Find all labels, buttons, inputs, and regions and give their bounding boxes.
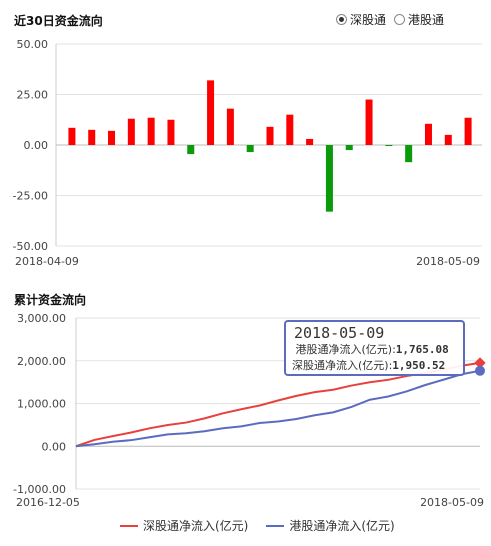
legend-shen-label: 深股通净流入(亿元) bbox=[143, 519, 249, 533]
tooltip-gang-line: 港股通净流入(亿元):1,765.08 bbox=[292, 342, 457, 358]
radio-shen-label: 深股通 bbox=[350, 13, 387, 27]
recent-flow-bar-chart: 50.00 25.00 0.00 -25.00 -50.00 2018-04-09 20… bbox=[13, 38, 482, 268]
bar bbox=[306, 138, 314, 145]
bar bbox=[424, 123, 432, 145]
chart-title-cumulative: 累计资金流向 bbox=[14, 293, 87, 307]
tooltip-gang-label: 港股通净流入(亿元): bbox=[295, 343, 396, 356]
chart-title-recent: 近30日资金流向 bbox=[14, 14, 103, 28]
y-tick-label: 50.00 bbox=[17, 38, 49, 51]
y-tick-label: -50.00 bbox=[13, 240, 48, 253]
bar bbox=[246, 145, 254, 153]
radio-gang-indicator[interactable] bbox=[394, 14, 406, 25]
bar bbox=[68, 127, 76, 145]
bar bbox=[88, 129, 96, 145]
tooltip-shen-label: 深股通净流入(亿元): bbox=[292, 359, 393, 372]
tooltip-date: 2018-05-09 bbox=[294, 324, 385, 342]
x-end-label: 2018-05-09 bbox=[420, 496, 484, 509]
y-tick-label: 3,000.00 bbox=[17, 312, 66, 325]
bar bbox=[207, 80, 215, 145]
bar bbox=[127, 118, 135, 145]
bar bbox=[108, 130, 116, 145]
bar bbox=[226, 108, 234, 145]
series-line bbox=[75, 369, 481, 448]
y-tick-label: 25.00 bbox=[17, 89, 49, 102]
radio-gang-label: 港股通 bbox=[408, 13, 445, 27]
series-end-marker bbox=[475, 365, 485, 376]
legend-gang-swatch bbox=[266, 524, 285, 527]
bar bbox=[464, 117, 472, 145]
y-tick-label: 2,000.00 bbox=[17, 355, 66, 368]
legend-shen-swatch bbox=[120, 524, 138, 527]
bar bbox=[286, 114, 294, 145]
y-tick-label: 0.00 bbox=[24, 139, 49, 152]
line-legend: 深股通净流入(亿元) 港股通净流入(亿元) bbox=[120, 517, 395, 534]
bar bbox=[325, 145, 333, 212]
bar bbox=[444, 134, 452, 145]
x-end-label: 2018-05-09 bbox=[416, 255, 480, 268]
market-radio-group: 深股通 港股通 bbox=[336, 11, 448, 28]
radio-shen[interactable]: 深股通 bbox=[336, 11, 386, 28]
hover-tooltip: 2018-05-09 港股通净流入(亿元):1,765.08 深股通净流入(亿元… bbox=[284, 320, 465, 376]
bar bbox=[345, 145, 353, 151]
bar bbox=[266, 126, 274, 145]
tooltip-gang-value: 1,765.08 bbox=[395, 343, 449, 356]
legend-gang[interactable]: 港股通净流入(亿元) bbox=[266, 517, 395, 534]
y-tick-label: -25.00 bbox=[13, 190, 48, 203]
legend-shen[interactable]: 深股通净流入(亿元) bbox=[120, 517, 248, 534]
bar bbox=[405, 145, 413, 163]
y-tick-label: 0.00 bbox=[42, 440, 67, 453]
radio-shen-indicator[interactable] bbox=[336, 14, 347, 25]
legend-gang-label: 港股通净流入(亿元) bbox=[289, 519, 395, 533]
tooltip-shen-value: 1,950.52 bbox=[392, 359, 446, 372]
bar bbox=[365, 99, 373, 145]
y-tick-label: 1,000.00 bbox=[17, 398, 66, 411]
x-start-label: 2016-12-05 bbox=[16, 496, 80, 509]
tooltip-shen-line: 深股通净流入(亿元):1,950.52 bbox=[292, 358, 457, 374]
y-tick-label: -1,000.00 bbox=[13, 483, 66, 496]
bar bbox=[187, 145, 195, 155]
bar bbox=[167, 119, 175, 145]
radio-gang[interactable]: 港股通 bbox=[394, 11, 444, 28]
bar bbox=[385, 145, 393, 147]
x-start-label: 2018-04-09 bbox=[15, 255, 79, 268]
bar bbox=[147, 117, 155, 145]
